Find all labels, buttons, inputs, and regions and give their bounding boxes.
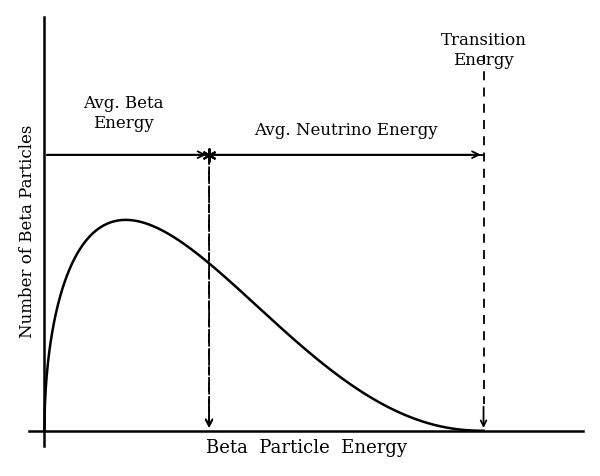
Text: Transition
Energy: Transition Energy xyxy=(440,32,526,69)
X-axis label: Beta  Particle  Energy: Beta Particle Energy xyxy=(206,439,407,457)
Text: Avg. Neutrino Energy: Avg. Neutrino Energy xyxy=(254,122,438,139)
Text: Avg. Beta
Energy: Avg. Beta Energy xyxy=(83,95,164,132)
Y-axis label: Number of Beta Particles: Number of Beta Particles xyxy=(19,125,36,338)
